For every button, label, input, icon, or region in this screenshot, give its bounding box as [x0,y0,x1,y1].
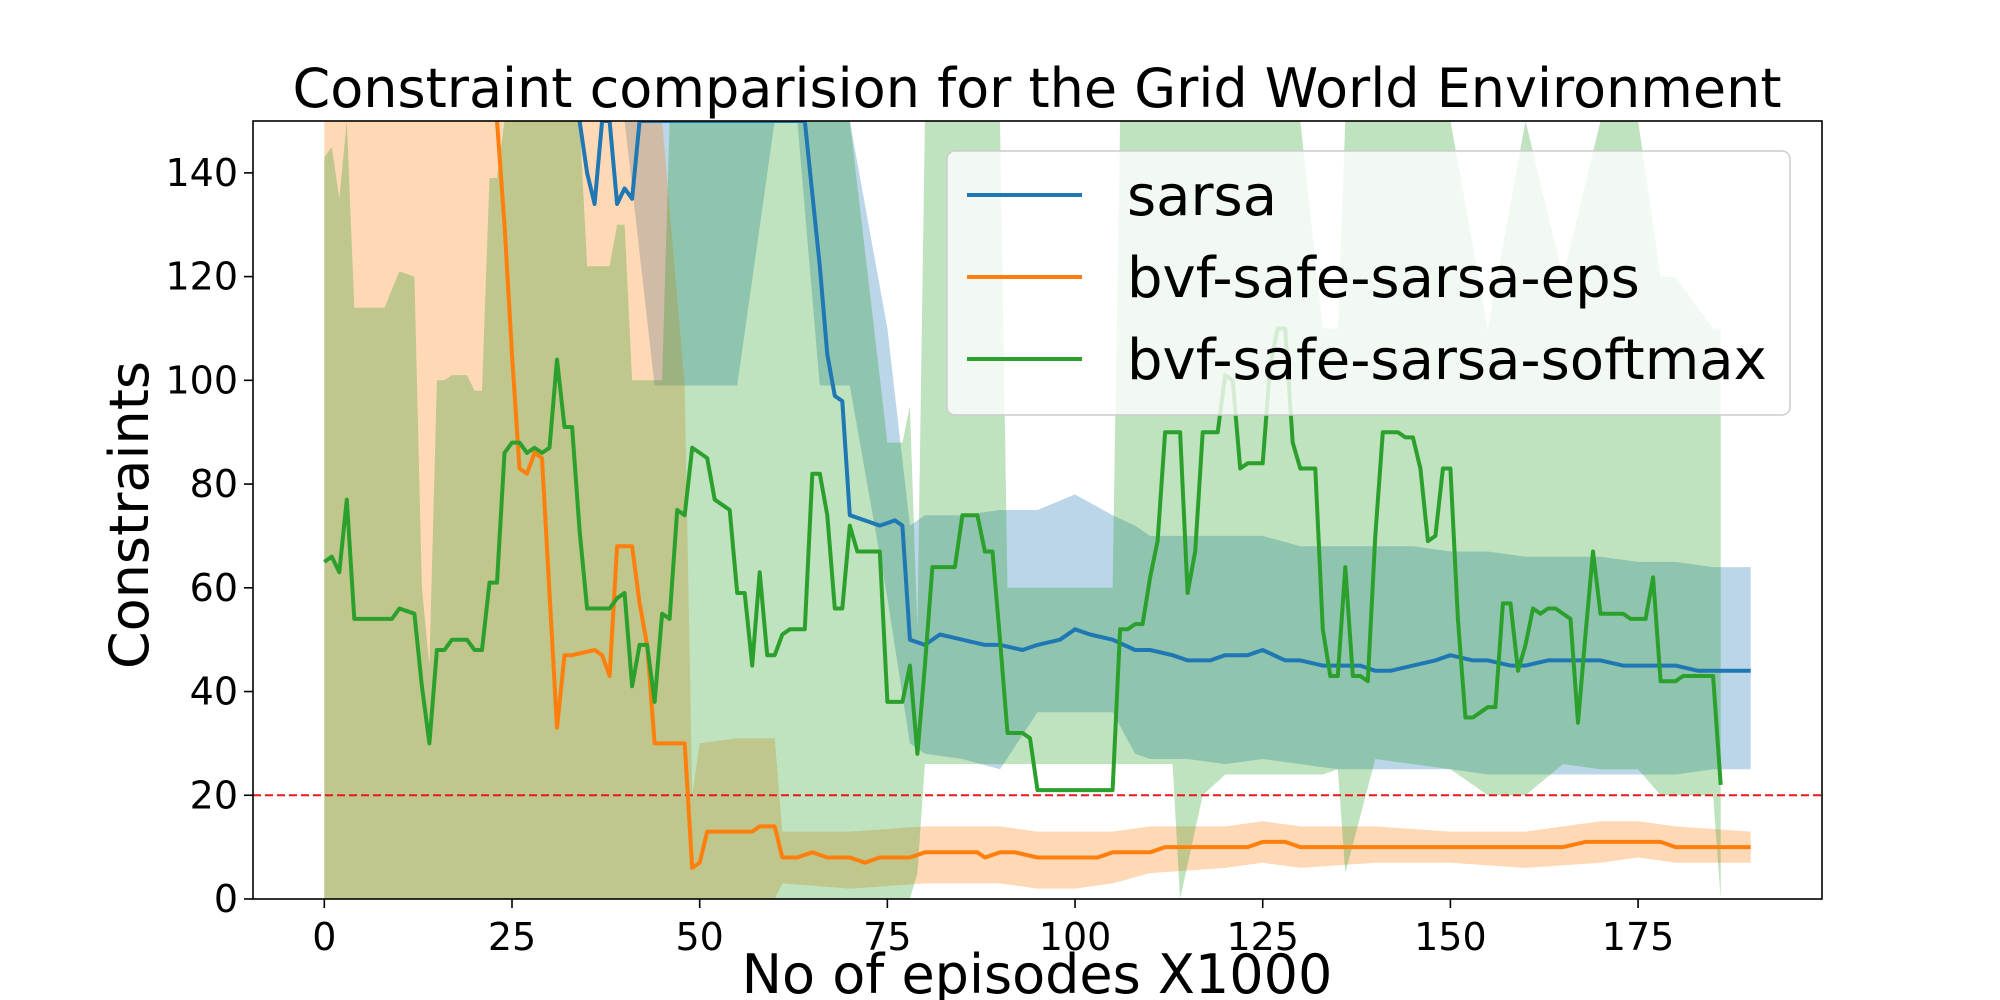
y-axis-label: Constraints [98,361,161,669]
x-tick-label: 125 [1226,915,1299,959]
plot-area: 0 25 50 75 100 125 150 175 0 20 40 60 80 100 120 140 sar… [165,120,1823,959]
band-bvf-safe-sarsa-eps [324,121,1751,899]
x-axis-label: No of episodes X1000 [742,943,1333,1000]
band-sarsa [324,121,1751,775]
x-tick-label: 75 [863,915,911,959]
y-tick-label: 100 [165,358,238,402]
x-tick-label: 175 [1602,915,1675,959]
line-bvf-safe-sarsa-softmax [323,326,1723,793]
chart-title: Constraint comparision for the Grid Worl… [292,57,1781,120]
legend-label-sarsa: sarsa [1127,164,1277,229]
y-tick-label: 20 [190,773,238,817]
y-tick-label: 120 [165,255,238,299]
line-bvf-safe-sarsa-eps [495,121,1751,870]
y-tick-label: 60 [190,566,238,610]
x-tick-label: 0 [312,915,336,959]
x-tick-label: 100 [1039,915,1112,959]
x-tick-label: 50 [675,915,723,959]
x-tick-label: 150 [1414,915,1487,959]
legend-label-bvf-safe-sarsa-softmax: bvf-safe-sarsa-softmax [1127,328,1767,393]
y-tick-label: 0 [214,877,238,921]
y-tick-label: 80 [190,462,238,506]
legend: sarsa bvf-safe-sarsa-eps bvf-safe-sarsa-so… [946,150,1791,416]
y-tick-label: 140 [165,151,238,195]
legend-box [946,150,1791,416]
y-tick-label: 40 [190,670,238,714]
legend-label-bvf-safe-sarsa-eps: bvf-safe-sarsa-eps [1127,246,1640,311]
x-tick-label: 25 [488,915,536,959]
line-sarsa [577,121,1751,673]
plot-frame [252,120,1823,900]
